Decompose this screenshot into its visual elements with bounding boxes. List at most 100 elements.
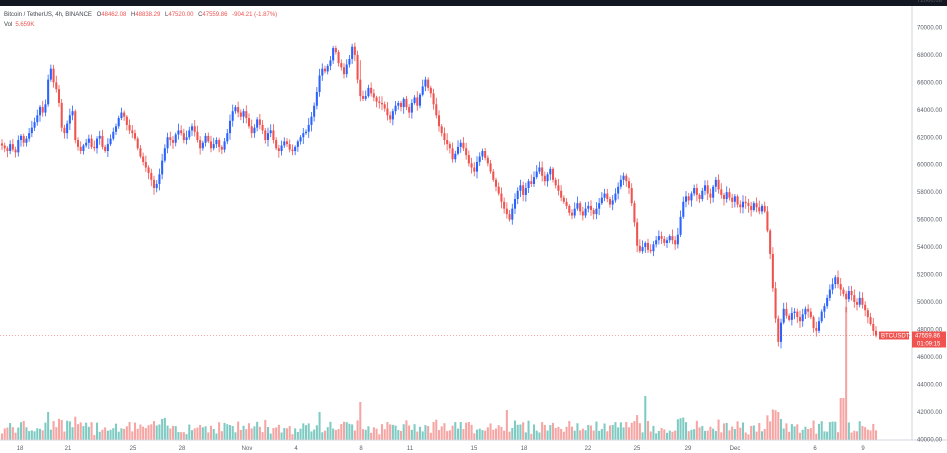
candle-body [668, 236, 671, 241]
volume-bar [714, 431, 717, 440]
volume-bar [435, 419, 438, 440]
candle-body [144, 161, 147, 168]
candle-body [33, 122, 36, 128]
candle-body [698, 194, 701, 200]
volume-bar [245, 429, 248, 440]
candle-body [280, 145, 283, 151]
candle-body [299, 137, 302, 142]
candle-body [793, 311, 796, 313]
candle-body [408, 107, 411, 113]
volume-bar [269, 433, 272, 440]
candle-body [717, 179, 720, 190]
x-tick-label: 9 [861, 446, 865, 452]
volume-bar [228, 424, 232, 440]
volume-bar [356, 420, 359, 440]
volume-bar [49, 429, 52, 440]
volume-bar [188, 424, 191, 440]
volume-bar [581, 428, 584, 440]
candle-body [166, 137, 169, 149]
volume-bar [142, 426, 145, 440]
candle-body [359, 79, 362, 97]
candle-body [432, 93, 435, 105]
candle-body [592, 210, 595, 215]
volume-bar [750, 425, 753, 440]
volume-bar [345, 422, 348, 440]
volume-bar [755, 431, 758, 440]
volume-bar [446, 431, 449, 440]
candle-body [809, 311, 812, 318]
candle-body [709, 193, 712, 198]
volume-bar [22, 420, 25, 440]
candle-body [152, 179, 156, 189]
candle-body [28, 133, 31, 139]
y-axis[interactable]: 72000.00 70000.00 68000.00 66000.00 64000.00… [917, 0, 943, 443]
candle-body [0, 143, 4, 146]
candle-body [516, 190, 519, 200]
candle-body [139, 148, 142, 157]
volume-bar [560, 428, 563, 440]
volume-bar [383, 429, 386, 440]
x-axis[interactable]: 18 21 25 28 Nov 4 8 11 15 18 22 25 29 Dec 6 9 [17, 446, 866, 452]
volume-bar [779, 419, 783, 440]
volume-bar [79, 422, 82, 440]
volume-bar [557, 426, 560, 440]
volume-bar [443, 423, 446, 440]
candle-body [38, 107, 42, 116]
candle-body [351, 46, 354, 60]
volume-bar [769, 421, 772, 440]
candle-body [275, 140, 278, 149]
candle-body [399, 102, 403, 108]
volume-bar [815, 433, 818, 440]
volume-bar [736, 421, 739, 440]
symbol-title[interactable]: Bitcoin / TetherUS, 4h, BINANCE [4, 12, 92, 18]
volume-bar [684, 422, 688, 440]
candle-body [226, 133, 229, 142]
volume-bar [220, 431, 223, 440]
candle-body [646, 242, 650, 250]
volume-bar [253, 426, 256, 440]
candle-body [836, 277, 840, 285]
volume-bar [71, 427, 74, 440]
candle-body [424, 79, 427, 87]
volume-bar [861, 425, 864, 440]
volume-bar [722, 423, 726, 440]
volume-bar [413, 424, 416, 440]
volume-bar [549, 425, 552, 440]
candle-body [614, 193, 617, 201]
volume-bar [144, 428, 147, 440]
x-tick-label: 11 [407, 446, 414, 452]
y-tick-label: 40000.00 [917, 437, 943, 443]
volume-bar [478, 428, 481, 440]
volume-bar [500, 426, 503, 440]
volume-bar [429, 432, 432, 440]
volume-bar [30, 430, 33, 440]
volume-bar [57, 418, 61, 440]
y-tick-label: 62000.00 [917, 135, 943, 141]
candle-body [285, 141, 289, 145]
volume-bar [503, 430, 506, 440]
volume-bar [256, 421, 259, 440]
volume-bar [190, 430, 194, 440]
volume-bar [731, 426, 734, 440]
volume-bar [193, 428, 196, 440]
candle-body [456, 146, 460, 154]
volume-bar [386, 422, 389, 440]
candle-body [356, 54, 359, 80]
volume-bar [275, 427, 278, 440]
volume-bar [90, 422, 93, 440]
volume-bar [823, 431, 826, 440]
y-tick-label: 54000.00 [917, 245, 943, 251]
candle-body [22, 135, 25, 143]
candle-body [657, 236, 660, 241]
candle-body [188, 130, 191, 138]
volume-bar [177, 432, 180, 440]
candle-body [725, 192, 728, 200]
candle-body [345, 64, 348, 75]
volume-bar [204, 426, 207, 440]
volume-bar [511, 427, 514, 440]
candle-body [676, 234, 679, 245]
candle-body [576, 203, 579, 209]
volume-label[interactable]: Vol [4, 22, 13, 28]
volume-bar [603, 423, 606, 440]
